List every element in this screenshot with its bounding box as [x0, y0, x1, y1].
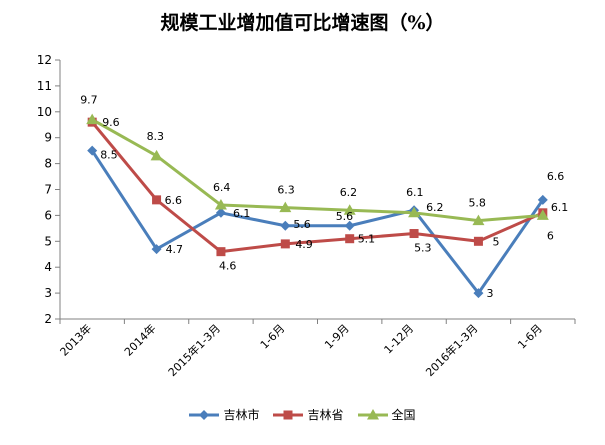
data-label: 9.7 [80, 94, 98, 107]
x-tick-label: 2013年 [57, 321, 94, 358]
data-point-triangle [366, 408, 379, 419]
legend-label: 吉林省 [307, 408, 344, 422]
data-label: 4.6 [219, 260, 237, 273]
y-tick-label: 2 [44, 312, 52, 326]
data-label: 6.1 [233, 207, 251, 220]
series-layer [86, 113, 549, 299]
data-label: 6.3 [277, 184, 295, 197]
data-label: 6.2 [426, 201, 444, 214]
x-tick-label: 1-12月 [382, 322, 417, 357]
data-point-square [216, 247, 226, 257]
x-tick-label: 2014年 [121, 321, 158, 358]
data-point-triangle [279, 201, 292, 213]
data-point-triangle [214, 199, 227, 210]
series-1 [91, 121, 544, 254]
data-label: 5.6 [336, 210, 354, 223]
chart-title: 规模工业增加值可比增速图（%） [160, 12, 445, 34]
data-point-diamond [215, 207, 226, 218]
data-point-diamond [537, 194, 548, 205]
series-2 [91, 118, 543, 223]
y-tick-label: 8 [44, 157, 52, 171]
x-tick-label: 1-9月 [322, 322, 352, 352]
data-label: 5.1 [358, 233, 376, 246]
data-label: 6.6 [165, 194, 183, 207]
data-point-triangle [150, 149, 163, 161]
series-line [90, 149, 545, 295]
data-point-triangle [86, 113, 99, 125]
data-label: 8.3 [147, 130, 165, 143]
data-label: 4.7 [166, 243, 184, 256]
data-point-diamond [344, 220, 355, 231]
chart-axes: 2 3 4 5 6 7 8 9 10 11 12 2013年 2014年 2015年1-3月 1-6月 1-9… [37, 53, 576, 379]
data-point-diamond [87, 145, 98, 156]
data-point-square [345, 234, 355, 244]
data-label: 5.6 [293, 218, 311, 231]
data-label: 6 [547, 229, 554, 242]
y-tick-label: 9 [44, 131, 52, 145]
y-tick-label: 7 [44, 183, 52, 197]
data-labels-layer: 8.5 4.7 6.1 5.6 5.6 6.1 3 6.6 9.6 6.6 4.6 4.9 5.1 5.3… [80, 94, 568, 301]
data-point-square [152, 195, 162, 205]
x-tick-label: 1-6月 [258, 322, 288, 352]
series-line [91, 121, 544, 254]
chart-legend: 吉林市 吉林省 全国 [0, 406, 605, 423]
data-label: 5.3 [414, 242, 432, 255]
data-label: 5 [492, 235, 499, 248]
y-tick-label: 3 [44, 286, 52, 300]
data-point-diamond [151, 244, 162, 255]
data-point-square [409, 229, 419, 239]
data-label: 8.5 [100, 149, 118, 162]
x-tick-label: 1-6月 [515, 322, 545, 352]
y-tick-label: 11 [37, 79, 52, 93]
y-tick-label: 5 [44, 234, 52, 248]
legend-swatch [273, 410, 304, 419]
legend-swatch [189, 409, 220, 420]
series-0 [90, 149, 545, 295]
legend-label: 吉林市 [223, 408, 260, 422]
data-point-triangle [343, 204, 356, 215]
legend-item: 全国 [357, 406, 416, 423]
data-label: 3 [486, 287, 493, 300]
data-label: 4.9 [295, 238, 313, 251]
data-point-triangle [472, 214, 485, 226]
legend-label: 全国 [391, 408, 416, 422]
series-line [91, 118, 543, 223]
data-label: 9.6 [102, 116, 120, 129]
data-point-square [280, 239, 290, 249]
legend-item: 吉林市 [189, 406, 259, 423]
legend-item: 吉林省 [273, 406, 344, 423]
y-tick-label: 6 [44, 208, 52, 222]
data-point-square [473, 236, 483, 246]
data-label: 6.6 [547, 170, 565, 183]
data-point-diamond [199, 409, 210, 420]
data-point-diamond [473, 288, 484, 299]
x-tick-label: 2015年1-3月 [165, 321, 223, 379]
series-markers-2 [86, 113, 549, 226]
data-point-triangle [536, 209, 549, 220]
x-tick-label: 2016年1-3月 [423, 321, 481, 379]
y-tick-label: 12 [37, 53, 52, 67]
legend-swatch [357, 408, 388, 419]
data-point-square [283, 410, 293, 419]
data-point-diamond [280, 220, 291, 231]
data-label: 5.8 [468, 197, 486, 210]
data-label: 6.4 [213, 181, 231, 194]
y-tick-label: 4 [44, 260, 52, 274]
data-label: 6.1 [551, 201, 569, 214]
y-tick-label: 10 [37, 105, 52, 119]
data-label: 6.2 [340, 186, 358, 199]
data-point-triangle [408, 206, 421, 218]
data-label: 6.1 [406, 186, 424, 199]
